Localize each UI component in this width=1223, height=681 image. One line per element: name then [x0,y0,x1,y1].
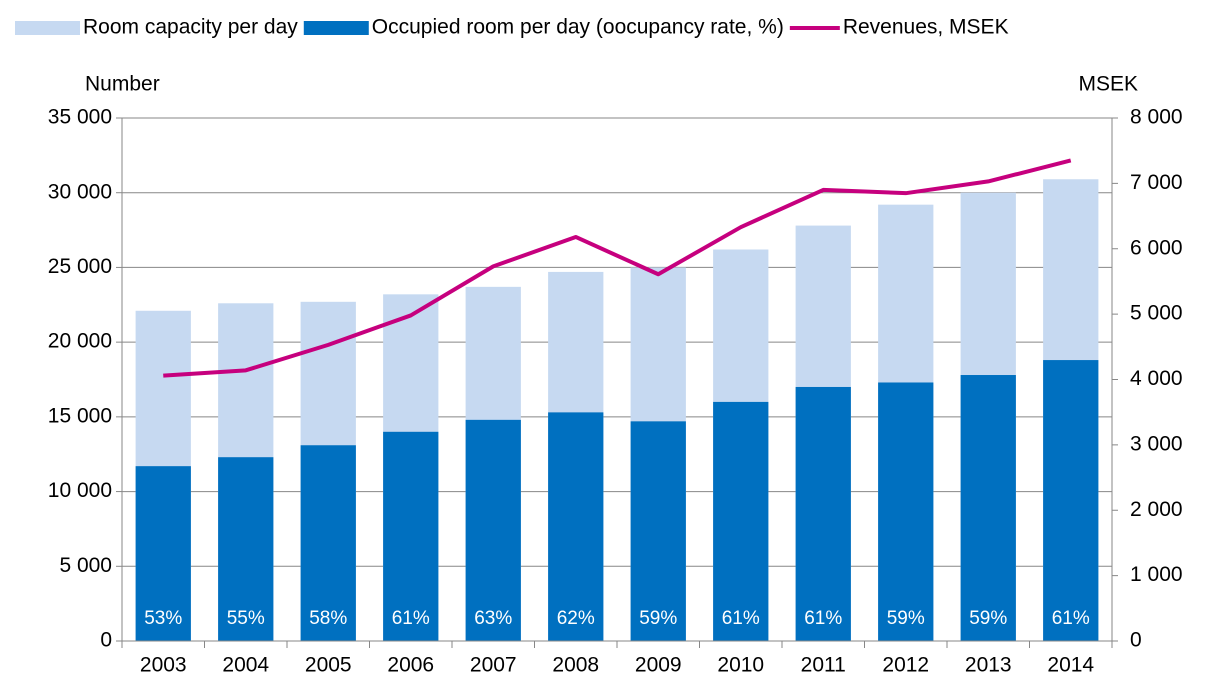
y-tick-label: 20 000 [48,330,112,353]
y2-tick-label: 4 000 [1130,367,1183,390]
y-tick-label: 35 000 [48,106,112,129]
data-label: 62% [557,608,595,629]
legend-swatch [15,21,80,35]
legend-label: Room capacity per day [83,16,298,39]
y-tick-label: 5 000 [59,554,112,577]
x-tick-label: 2007 [470,654,517,677]
legend-label: Revenues, MSEK [843,16,1009,39]
y-tick-label: 15 000 [48,404,112,427]
y-axis-title: Number [85,73,160,96]
y2-tick-label: 0 [1130,629,1142,652]
data-label: 61% [804,608,842,629]
legend-label: Occupied room per day (oocupancy rate, %… [372,16,784,39]
y-tick-label: 0 [100,629,112,652]
x-tick-label: 2003 [140,654,187,677]
data-label: 59% [969,608,1007,629]
x-tick-label: 2014 [1047,654,1094,677]
x-tick-label: 2008 [552,654,599,677]
y2-tick-label: 3 000 [1130,432,1183,455]
bar [878,382,934,641]
data-label: 61% [392,608,430,629]
x-tick-label: 2006 [387,654,434,677]
bar [548,412,604,641]
bar [630,421,686,641]
x-tick-label: 2004 [222,654,269,677]
x-tick-label: 2011 [801,654,846,677]
legend-swatch [303,21,369,35]
bar [795,386,851,641]
bar [713,401,769,641]
bar [383,431,439,641]
x-tick-label: 2013 [965,654,1012,677]
data-label: 61% [1052,608,1090,629]
y-tick-label: 10 000 [48,479,112,502]
x-tick-label: 2005 [305,654,352,677]
data-label: 63% [474,608,512,629]
data-label: 61% [722,608,760,629]
bar [218,457,274,641]
data-label: 53% [144,608,182,629]
y2-tick-label: 5 000 [1130,302,1183,325]
y2-tick-label: 1 000 [1130,563,1183,586]
y2-tick-label: 2 000 [1130,498,1183,521]
y-tick-label: 25 000 [48,255,112,278]
bar [300,445,356,641]
data-label: 55% [227,608,265,629]
bar [135,466,191,641]
line [163,158,1072,378]
x-tick-label: 2010 [717,654,764,677]
bar [465,419,521,641]
y2-tick-label: 6 000 [1130,236,1183,259]
y2-tick-label: 8 000 [1130,106,1183,129]
y2-axis-title: MSEK [1078,73,1138,96]
x-tick-label: 2009 [635,654,682,677]
data-label: 59% [887,608,925,629]
bar [960,375,1016,641]
y2-tick-label: 7 000 [1130,171,1183,194]
data-label: 59% [639,608,677,629]
y-tick-label: 30 000 [48,180,112,203]
x-tick-label: 2012 [882,654,929,677]
data-label: 58% [309,608,347,629]
bar [1043,360,1099,641]
